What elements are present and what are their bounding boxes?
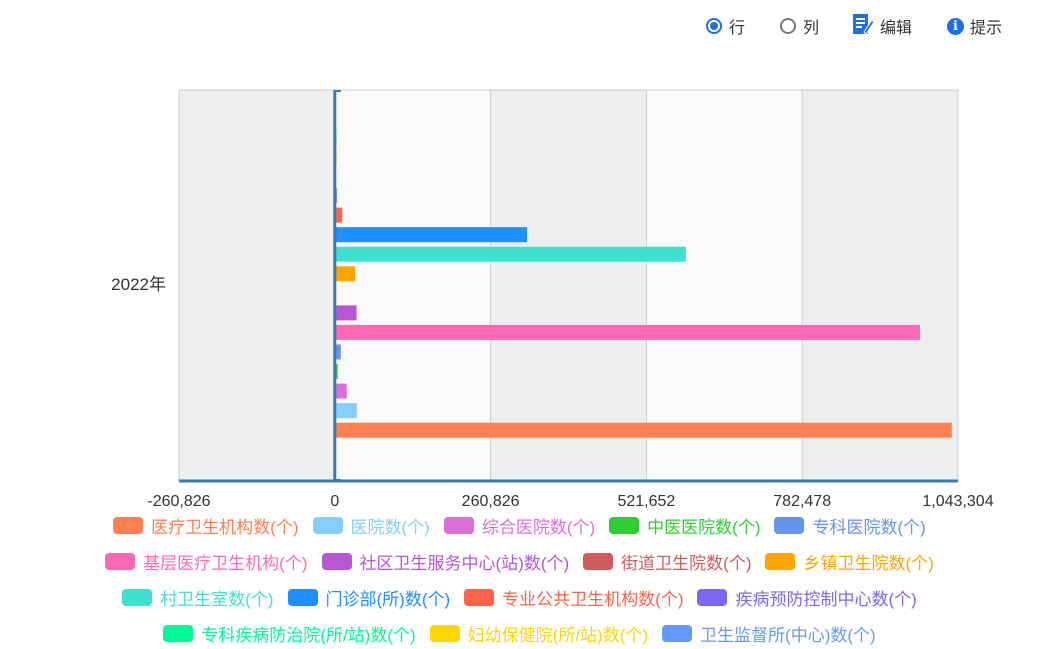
legend-swatch xyxy=(429,624,460,642)
column-radio-icon[interactable] xyxy=(780,18,796,34)
legend-item[interactable]: 中医医院数(个) xyxy=(609,513,760,538)
legend-label: 专业公共卫生机构数(个) xyxy=(502,589,684,609)
legend-item[interactable]: 专业公共卫生机构数(个) xyxy=(464,585,683,610)
legend-row: 专科疾病防治院(所/站)数(个) 妇幼保健院(所/站)数(个) 卫生监督所(中心)数… xyxy=(0,619,1039,647)
category-label: 2022年 xyxy=(111,275,166,294)
legend-label: 社区卫生服务中心(站)数(个) xyxy=(359,553,570,573)
gridlines xyxy=(178,90,959,481)
legend-label: 门诊部(所)数(个) xyxy=(325,589,451,609)
legend-label: 妇幼保健院(所/站)数(个) xyxy=(467,625,649,645)
legend-swatch xyxy=(583,552,614,570)
legend-item[interactable]: 妇幼保健院(所/站)数(个) xyxy=(429,621,649,646)
legend-swatch xyxy=(765,552,796,570)
bar[interactable] xyxy=(334,422,952,438)
bar[interactable] xyxy=(334,246,686,262)
bar[interactable] xyxy=(334,207,343,223)
legend-item[interactable]: 医院数(个) xyxy=(312,513,430,538)
legend-swatch xyxy=(287,588,318,606)
column-radio-label: 列 xyxy=(803,20,820,37)
bar[interactable] xyxy=(334,403,357,419)
row-radio-option[interactable]: 行 xyxy=(706,12,745,40)
legend-item[interactable]: 基层医疗卫生机构(个) xyxy=(105,549,308,574)
x-tick-label: 1,043,304 xyxy=(922,493,993,510)
chart-toolbar: 行 列 编辑 i 提示 xyxy=(700,12,1030,40)
legend-label: 专科医院数(个) xyxy=(812,517,926,537)
row-radio-label: 行 xyxy=(729,20,746,37)
legend-swatch xyxy=(321,552,352,570)
legend-label: 医疗卫生机构数(个) xyxy=(151,517,299,537)
legend-label: 村卫生室数(个) xyxy=(160,589,274,609)
legend-item[interactable]: 专科医院数(个) xyxy=(774,513,926,538)
legend-item[interactable]: 乡镇卫生院数(个) xyxy=(765,549,934,574)
legend-label: 综合医院数(个) xyxy=(481,517,596,537)
legend-swatch xyxy=(113,516,144,534)
info-icon: i xyxy=(947,17,964,35)
legend-row: 医疗卫生机构数(个) 医院数(个) 综合医院数(个) 中医医院数(个) 专科医院数(个) xyxy=(0,511,1039,539)
row-radio-icon[interactable] xyxy=(706,18,722,34)
x-tick-label: 0 xyxy=(330,493,339,510)
tip-label: 提示 xyxy=(970,20,1003,37)
legend-item[interactable]: 疾病预防控制中心数(个) xyxy=(697,585,917,610)
legend-item[interactable]: 卫生监督所(中心)数(个) xyxy=(662,621,876,646)
legend-item[interactable]: 村卫生室数(个) xyxy=(122,585,274,610)
edit-icon xyxy=(852,12,875,41)
legend-swatch xyxy=(464,588,495,606)
x-tick-labels: -260,826 0 260,826 521,652 782,478 1,043,304 xyxy=(147,493,993,510)
legend-label: 医院数(个) xyxy=(350,517,430,537)
plot-bands xyxy=(178,89,959,482)
edit-button[interactable]: 编辑 xyxy=(852,12,912,40)
legend-label: 乡镇卫生院数(个) xyxy=(803,553,934,573)
legend-row: 村卫生室数(个) 门诊部(所)数(个) 专业公共卫生机构数(个) 疾病预防控制中心数(… xyxy=(0,583,1039,611)
legend-item[interactable]: 综合医院数(个) xyxy=(443,513,596,538)
edit-label: 编辑 xyxy=(880,20,913,37)
bar[interactable] xyxy=(334,383,347,399)
legend-swatch xyxy=(312,516,343,534)
legend-swatch xyxy=(105,552,136,570)
legend-swatch xyxy=(774,516,805,534)
plot-band xyxy=(179,90,335,481)
legend-label: 卫生监督所(中心)数(个) xyxy=(700,625,876,645)
legend-label: 街道卫生院数(个) xyxy=(621,553,752,573)
tip-button[interactable]: i 提示 xyxy=(947,12,1002,40)
x-tick-label: -260,826 xyxy=(147,493,210,510)
legend-swatch xyxy=(443,516,474,534)
legend-row: 基层医疗卫生机构(个) 社区卫生服务中心(站)数(个) 街道卫生院数(个) 乡镇卫生院… xyxy=(0,547,1039,575)
legend-label: 疾病预防控制中心数(个) xyxy=(735,589,917,609)
legend-item[interactable]: 门诊部(所)数(个) xyxy=(287,585,451,610)
legend-swatch xyxy=(122,588,153,606)
plot-band xyxy=(802,90,958,481)
bar-chart: -260,826 0 260,826 521,652 782,478 1,043,304 … xyxy=(111,89,994,510)
bar[interactable] xyxy=(334,324,921,340)
legend-swatch xyxy=(662,624,693,642)
legend-swatch xyxy=(697,588,728,606)
plot-band xyxy=(646,90,803,481)
x-tick-label: 521,652 xyxy=(617,493,675,510)
legend-label: 基层医疗卫生机构(个) xyxy=(143,553,308,573)
legend-swatch xyxy=(163,624,194,642)
legend-item[interactable]: 医疗卫生机构数(个) xyxy=(113,513,299,538)
legend-item[interactable]: 专科疾病防治院(所/站)数(个) xyxy=(163,621,416,646)
x-tick-label: 782,478 xyxy=(773,493,831,510)
plot-band xyxy=(334,90,491,481)
legend-label: 专科疾病防治院(所/站)数(个) xyxy=(201,625,416,645)
legend-swatch xyxy=(609,516,640,534)
legend-item[interactable]: 社区卫生服务中心(站)数(个) xyxy=(321,549,570,574)
bar[interactable] xyxy=(334,344,341,360)
bar[interactable] xyxy=(334,266,356,282)
plot-band xyxy=(490,90,647,481)
bar[interactable] xyxy=(334,305,357,321)
axes xyxy=(179,90,958,483)
legend-label: 中医医院数(个) xyxy=(647,517,761,537)
column-radio-option[interactable]: 列 xyxy=(780,12,819,40)
x-tick-label: 260,826 xyxy=(462,493,520,510)
legend-item[interactable]: 街道卫生院数(个) xyxy=(583,549,751,574)
bar[interactable] xyxy=(334,227,528,243)
bars xyxy=(334,129,952,438)
